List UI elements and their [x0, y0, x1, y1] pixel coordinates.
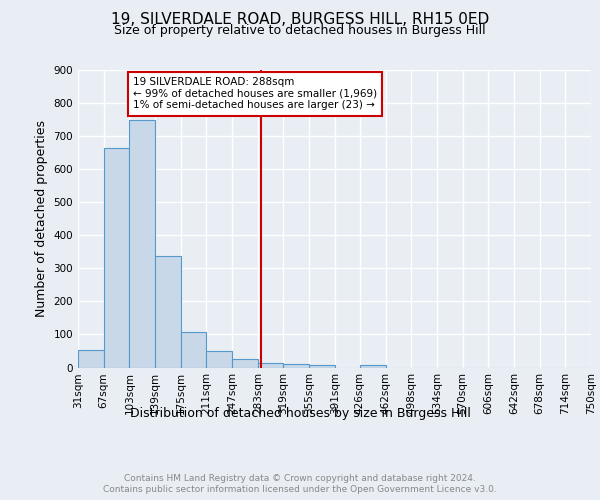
- Bar: [232, 359, 258, 368]
- Bar: [104, 148, 130, 368]
- Bar: [283, 364, 309, 368]
- Bar: [360, 364, 386, 368]
- Text: Distribution of detached houses by size in Burgess Hill: Distribution of detached houses by size …: [130, 408, 470, 420]
- Y-axis label: Number of detached properties: Number of detached properties: [35, 120, 48, 318]
- Bar: [258, 362, 283, 368]
- Bar: [181, 332, 206, 368]
- Bar: [130, 120, 155, 368]
- Bar: [155, 256, 181, 368]
- Bar: [78, 350, 104, 368]
- Text: 19 SILVERDALE ROAD: 288sqm
← 99% of detached houses are smaller (1,969)
1% of se: 19 SILVERDALE ROAD: 288sqm ← 99% of deta…: [133, 78, 377, 110]
- Bar: [309, 364, 335, 368]
- Text: 19, SILVERDALE ROAD, BURGESS HILL, RH15 0ED: 19, SILVERDALE ROAD, BURGESS HILL, RH15 …: [111, 12, 489, 28]
- Text: Contains HM Land Registry data © Crown copyright and database right 2024.: Contains HM Land Registry data © Crown c…: [124, 474, 476, 483]
- Bar: [206, 350, 232, 368]
- Text: Contains public sector information licensed under the Open Government Licence v3: Contains public sector information licen…: [103, 485, 497, 494]
- Text: Size of property relative to detached houses in Burgess Hill: Size of property relative to detached ho…: [114, 24, 486, 37]
